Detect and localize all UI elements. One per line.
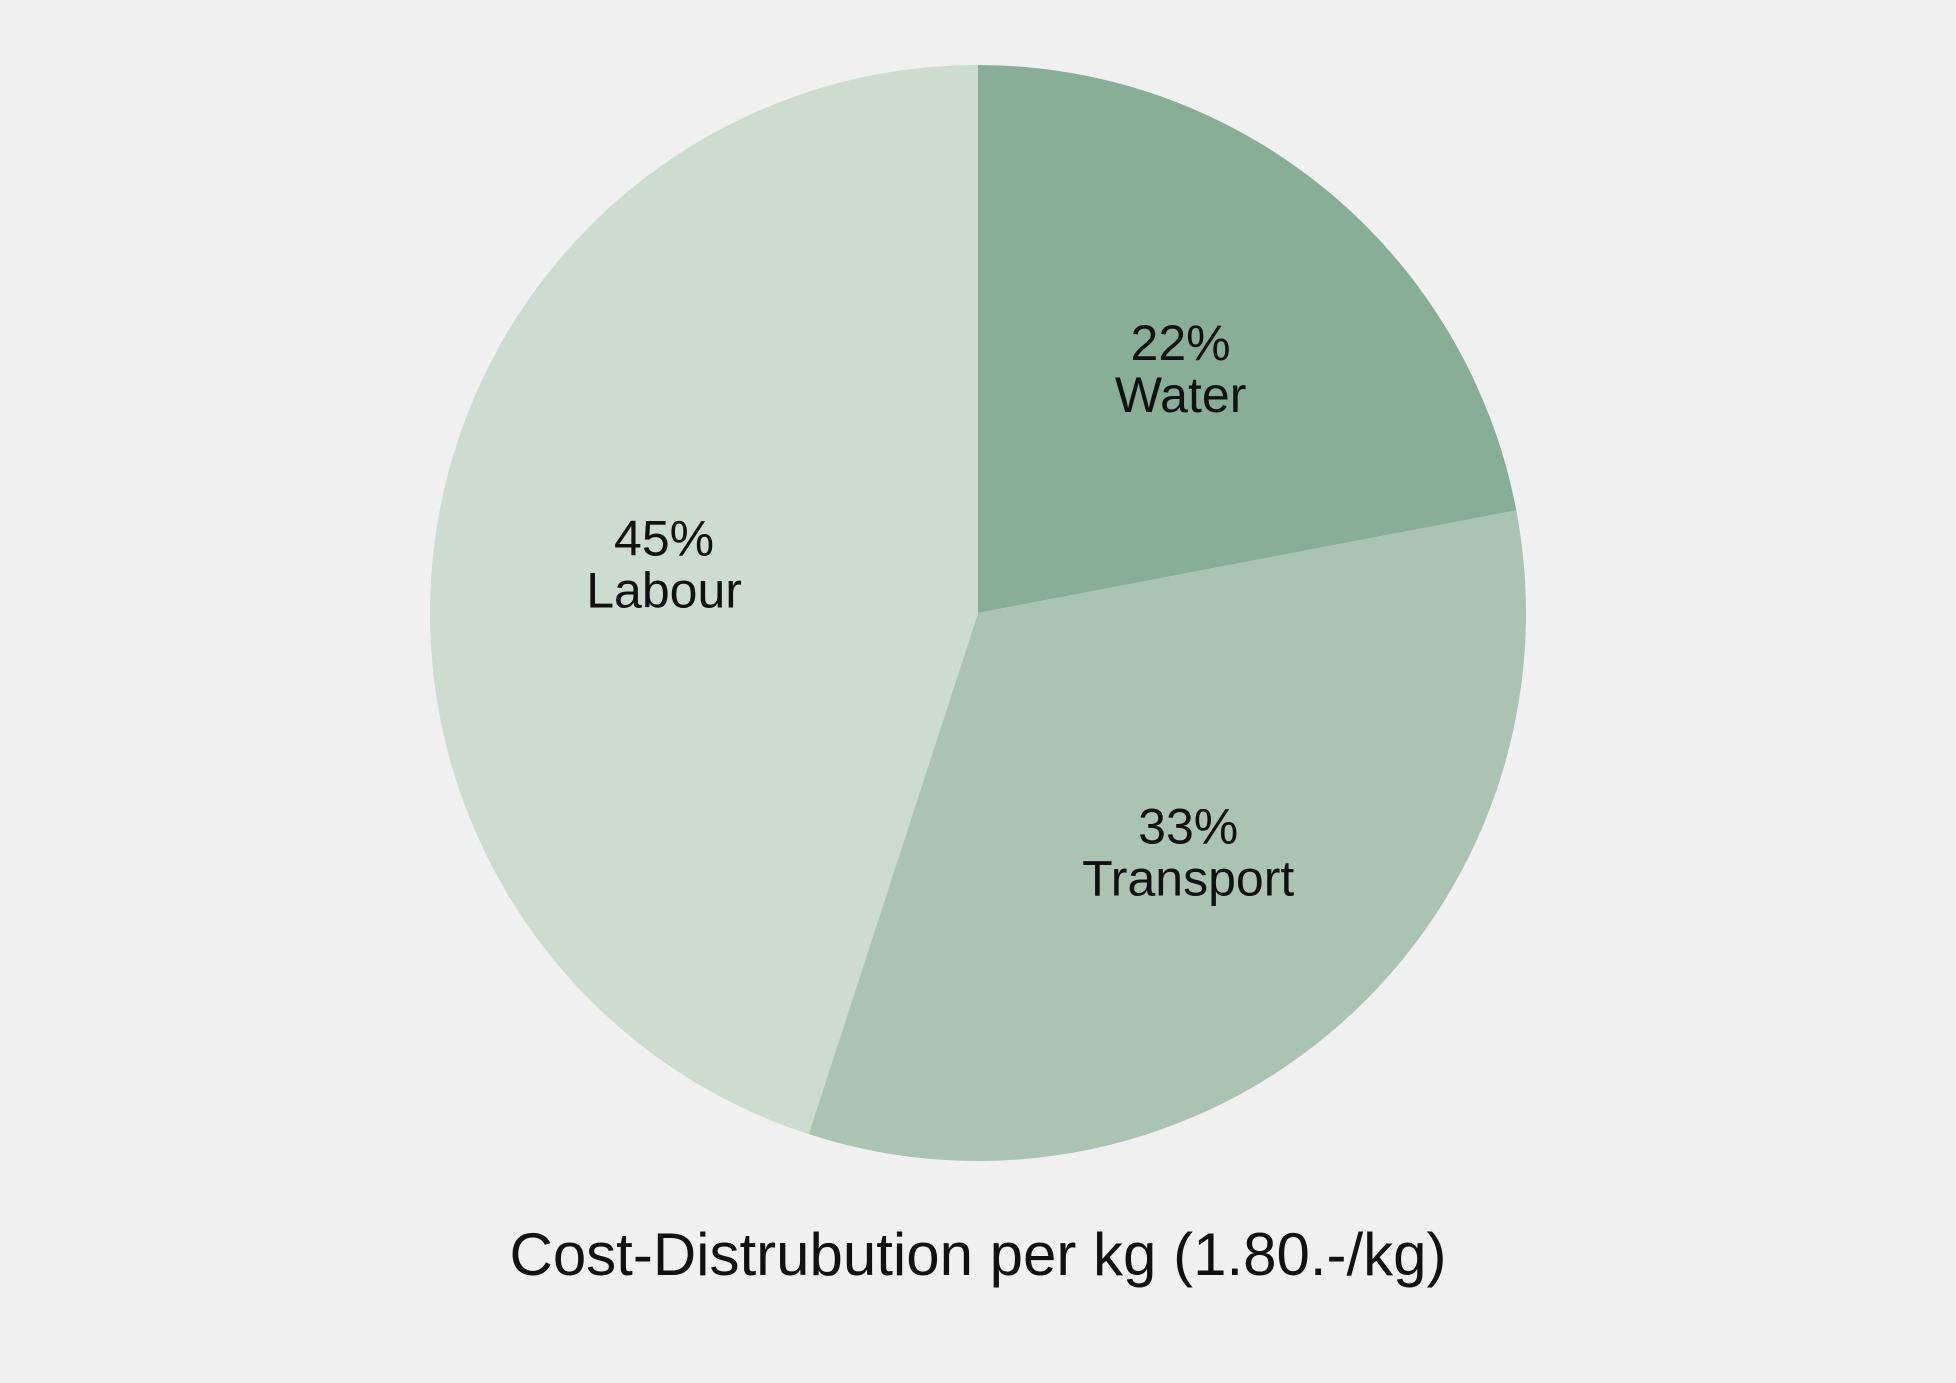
- pie-slice-water: [978, 65, 1517, 613]
- slice-name-water: Water: [1115, 367, 1247, 423]
- chart-title: Cost-Distrubution per kg (1.80.-/kg): [509, 1221, 1447, 1288]
- pie-slice-labour: [429, 65, 978, 1135]
- slice-percent-labour: 45%: [614, 510, 714, 566]
- pie-slice-transport: [808, 510, 1527, 1161]
- slice-name-labour: Labour: [586, 562, 742, 618]
- slice-percent-water: 22%: [1131, 315, 1231, 371]
- slice-label-water: 22% Water: [1115, 315, 1247, 423]
- slice-percent-transport: 33%: [1138, 798, 1238, 854]
- slice-name-transport: Transport: [1082, 850, 1294, 906]
- slice-label-transport: 33% Transport: [1082, 798, 1294, 906]
- slice-label-labour: 45% Labour: [586, 510, 742, 618]
